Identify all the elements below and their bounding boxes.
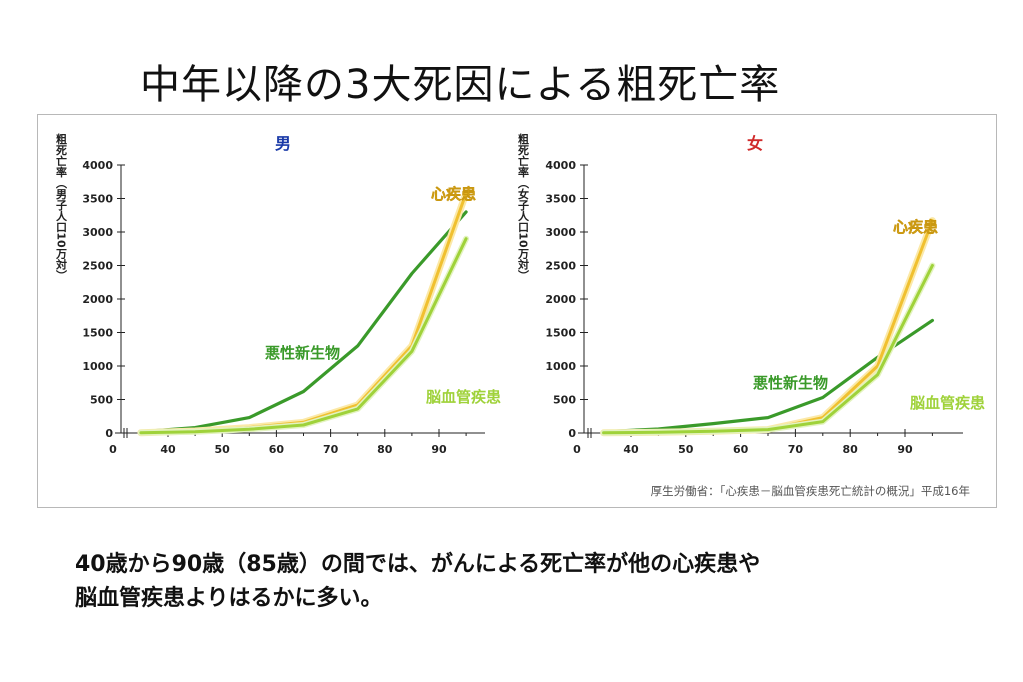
data-point-stroke	[712, 430, 715, 433]
y-tick-label: 4000	[545, 159, 576, 172]
slide-title: 中年以降の3大死因による粗死亡率	[140, 62, 781, 108]
series-line-heart-halo	[137, 189, 470, 437]
data-point-cancer	[410, 272, 414, 275]
y-tick-label: 1000	[82, 360, 113, 373]
chart-title: 男	[275, 134, 291, 153]
x-tick-label: 60	[733, 443, 749, 456]
series-label-male-stroke: 脳血管疾患	[426, 388, 501, 406]
chart-male: 男 0 500 1000 1500 2000 2500 3000 3500 4000 0 40 50 60…	[55, 132, 485, 456]
series-line-heart	[139, 191, 468, 435]
data-point-stroke	[302, 423, 305, 427]
data-point-stroke	[410, 350, 414, 353]
data-point-cancer	[356, 344, 359, 348]
data-point-stroke	[876, 373, 879, 376]
chart-title: 女	[747, 134, 763, 153]
x-tick-label: 50	[215, 443, 231, 456]
data-point-heart	[464, 191, 468, 195]
source-note: 厚生労働省：「心疾患－脳血管疾患死亡統計の概況」平成16年	[651, 484, 970, 498]
data-point-stroke	[139, 431, 143, 434]
y-tick-label: 3000	[545, 226, 576, 239]
data-point-cancer	[712, 422, 715, 425]
series-label-male-heart: 心疾患	[431, 185, 476, 203]
y-tick-label: 0	[105, 427, 113, 440]
y-tick-label: 1000	[545, 360, 576, 373]
y-tick-label: 2500	[82, 260, 113, 273]
data-point-cancer	[931, 319, 934, 322]
data-point-heart	[931, 219, 934, 222]
y-tick-label: 3000	[82, 226, 113, 239]
caption-line-2: 脳血管疾患よりはるかに多い。	[75, 586, 383, 611]
figure-panel: 男 0 500 1000 1500 2000 2500 3000 3500 4000 0 40 50 60…	[37, 114, 997, 508]
data-point-stroke	[821, 420, 824, 423]
y-axis-label: 粗死亡率（男子人口10万対）	[55, 132, 69, 281]
y-tick-label: 500	[553, 394, 576, 407]
data-point-cancer	[248, 416, 251, 419]
data-point-stroke	[356, 407, 359, 411]
data-point-stroke	[193, 430, 197, 433]
y-tick-label: 2000	[545, 293, 576, 306]
data-point-stroke	[602, 431, 605, 434]
x-tick-label: 40	[160, 443, 176, 456]
data-point-cancer	[821, 396, 824, 399]
data-point-cancer	[302, 390, 305, 393]
caption-line-1: 40歳から90歳（85歳）の間では、がんによる死亡率が他の心疾患や	[75, 552, 761, 577]
series-line-heart-halo	[600, 217, 936, 437]
y-tick-label: 3500	[545, 193, 576, 206]
series-line-heart	[602, 219, 934, 435]
x-tick-label: 90	[897, 443, 913, 456]
data-point-cancer	[464, 210, 468, 214]
y-axis-label: 粗死亡率（女子人口10万対）	[517, 132, 531, 281]
data-point-stroke	[464, 237, 468, 240]
data-point-stroke	[766, 428, 770, 431]
y-tick-label: 2000	[82, 293, 113, 306]
x-tick-label: 0	[573, 443, 581, 456]
x-tick-label: 50	[678, 443, 694, 456]
y-tick-label: 4000	[82, 159, 113, 172]
x-tick-label: 90	[431, 443, 447, 456]
x-tick-label: 40	[623, 443, 639, 456]
data-point-stroke	[931, 264, 934, 267]
x-tick-label: 60	[269, 443, 285, 456]
x-tick-label: 80	[843, 443, 859, 456]
data-point-heart	[876, 364, 879, 368]
data-point-stroke	[657, 431, 660, 434]
data-point-cancer	[766, 416, 770, 419]
series-label-male-cancer: 悪性新生物	[265, 344, 340, 362]
caption: 40歳から90歳（85歳）の間では、がんによる死亡率が他の心疾患や 脳血管疾患よ…	[75, 548, 760, 616]
x-tick-label: 80	[377, 443, 393, 456]
x-tick-label: 70	[788, 443, 804, 456]
x-tick-label: 70	[323, 443, 339, 456]
y-tick-label: 1500	[82, 327, 113, 340]
series-label-female-cancer: 悪性新生物	[753, 374, 828, 392]
x-tick-label: 0	[109, 443, 117, 456]
series-label-female-heart: 心疾患	[893, 218, 938, 236]
y-tick-label: 1500	[545, 327, 576, 340]
data-point-stroke	[248, 428, 251, 431]
series-label-female-stroke: 脳血管疾患	[910, 394, 985, 412]
chart-female: 女 0 500 1000 1500 2000 2500 3000 3500 4000 0 40 50 60…	[517, 132, 963, 456]
y-tick-label: 3500	[82, 193, 113, 206]
y-tick-label: 2500	[545, 260, 576, 273]
y-tick-label: 500	[90, 394, 113, 407]
y-tick-label: 0	[568, 427, 576, 440]
